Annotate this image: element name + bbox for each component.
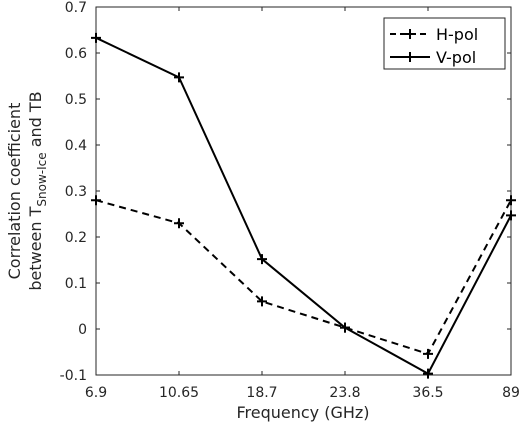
y-tick-label: 0.3 <box>65 184 87 200</box>
legend-box <box>383 17 506 70</box>
y-axis-title: Correlation coefficient between TSnow-Ic… <box>5 91 49 290</box>
data-point-h-pol <box>174 218 184 229</box>
x-tick-label: 89 <box>502 385 520 401</box>
series-layer <box>91 32 516 379</box>
legend-h-pol-marker <box>405 29 415 39</box>
y-tick-label: 0.6 <box>65 46 87 62</box>
x-axis-ticks: 6.9 10.65 18.7 23.8 36.5 89 <box>85 7 520 401</box>
data-point-v-pol <box>506 210 516 221</box>
data-point-h-pol <box>91 195 101 206</box>
y-axis-title-prefix: between T <box>26 206 45 290</box>
x-tick-label: 10.65 <box>159 385 199 401</box>
y-axis-ticks: -0.1 0 0.1 0.2 0.3 0.4 0.5 0.6 0.7 <box>60 0 511 384</box>
y-axis-title-line1: Correlation coefficient <box>5 103 24 280</box>
y-tick-label: 0 <box>78 322 87 338</box>
y-axis-title-subscript: Snow-Ice <box>35 152 49 206</box>
y-tick-label: 0.1 <box>65 276 87 292</box>
y-tick-label: 0.7 <box>65 0 87 16</box>
data-point-v-pol <box>91 32 101 43</box>
y-axis-title-line2: between TSnow-Ice and TB <box>26 91 49 290</box>
legend-v-pol-marker <box>405 52 415 62</box>
data-point-v-pol <box>340 322 350 333</box>
x-tick-label: 6.9 <box>85 385 107 401</box>
legend: H-pol V-pol <box>383 17 506 70</box>
y-tick-label: 0.5 <box>65 92 87 108</box>
series-line-h-pol <box>95 199 512 356</box>
x-axis-title: Frequency (GHz) <box>236 403 369 422</box>
data-point-v-pol <box>257 254 267 265</box>
x-tick-label: 36.5 <box>412 385 443 401</box>
x-tick-label: 18.7 <box>246 385 277 401</box>
data-point-h-pol <box>257 296 267 307</box>
series-line-v-pol <box>95 36 512 375</box>
y-tick-label: 0.2 <box>65 230 87 246</box>
y-axis-title-suffix: and TB <box>26 91 45 152</box>
y-tick-label: 0.4 <box>65 138 87 154</box>
legend-v-pol-label: V-pol <box>436 48 476 67</box>
data-point-h-pol <box>506 195 516 206</box>
data-point-h-pol <box>423 348 433 359</box>
legend-h-pol-label: H-pol <box>436 25 478 44</box>
data-point-v-pol <box>423 368 433 379</box>
data-point-v-pol <box>174 72 184 83</box>
y-tick-label: -0.1 <box>60 368 87 384</box>
x-tick-label: 23.8 <box>329 385 360 401</box>
